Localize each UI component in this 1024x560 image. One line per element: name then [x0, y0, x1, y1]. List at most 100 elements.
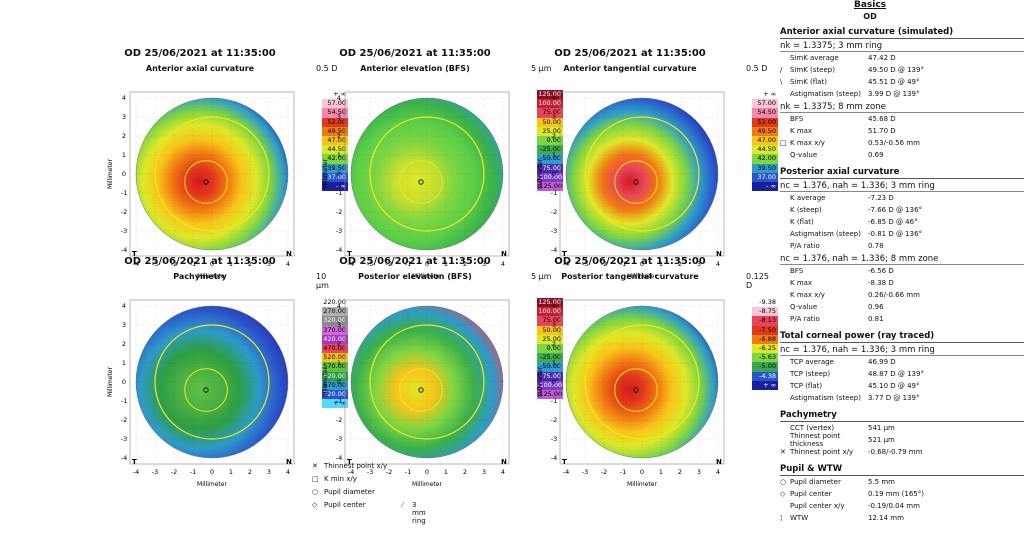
pupil-ring	[399, 368, 443, 412]
y-tick: -4	[121, 246, 127, 254]
param-value: 3.77 D @ 139°	[868, 394, 920, 402]
map-plot: -4 -3 -2 -1 0 1 2 3 4 4 3 2 1 0 -1 -2 -3 -4 Millimeter Mill…	[322, 91, 510, 280]
scale-step: + ∞	[322, 399, 348, 409]
param-label: SimK (flat)	[790, 78, 827, 86]
param-value: -7.23 D	[868, 194, 894, 202]
x-tick: -4	[133, 468, 139, 476]
x-tick: -3	[582, 468, 588, 476]
param-label: SimK (steep)	[790, 66, 835, 74]
scale-step: 42.00	[752, 154, 778, 164]
scale-step: 52.00	[322, 117, 348, 127]
param-label: Pupil diameter	[790, 478, 841, 486]
x-tick: 4	[501, 468, 505, 476]
param-label: BFS	[790, 267, 804, 275]
x-tick: 2	[678, 260, 682, 268]
param-row: / SimK (steep) 49.50 D @ 139°	[780, 64, 1024, 76]
map-subtitle: Posterior elevation (BFS)	[358, 272, 472, 281]
plot-frame	[344, 91, 510, 257]
x-tick: 4	[286, 260, 290, 268]
x-axis-label: Millimeter	[197, 273, 227, 280]
param-label: K max x/y	[790, 139, 825, 147]
scale-step: 44.50	[322, 145, 348, 155]
map-plot: -4 -3 -2 -1 0 1 2 3 4 4 3 2 1 0 -1 -2 -3 -4 Millimeter Mill…	[537, 299, 725, 488]
param-value: -0.19/0.04 mm	[868, 502, 920, 510]
corneal-map	[565, 305, 719, 459]
param-label: Thinnest point x/y	[790, 448, 854, 456]
ring-icon: ⁄	[402, 501, 404, 509]
plot-frame	[559, 91, 725, 257]
nasal-label: N	[716, 250, 722, 258]
param-value: 51.70 D	[868, 127, 896, 135]
param-label: Thinnest point thickness	[790, 432, 841, 448]
param-label: TCP average	[790, 358, 834, 366]
map-pachymetry: OD 25/06/2021 at 11:35:00 Pachymetry 10 …	[90, 256, 348, 506]
param-row: TCP (flat) 45.10 D @ 49°	[780, 380, 1024, 392]
y-tick: -3	[551, 227, 557, 235]
scale-step: -75.00	[537, 163, 563, 173]
temporal-label: T	[347, 458, 352, 466]
y-tick: -3	[551, 435, 557, 443]
scale-step: 49.50	[752, 126, 778, 136]
y-tick: -3	[336, 227, 342, 235]
y-tick: 1	[337, 151, 341, 159]
y-tick: 4	[337, 94, 341, 102]
param-value: 46.99 D	[868, 358, 896, 366]
row-symbol-icon: \	[780, 78, 783, 86]
scale-step: 370.00	[322, 325, 348, 335]
scale-step: + ∞	[752, 90, 778, 100]
param-label: K (flat)	[790, 218, 814, 226]
scale-step: -125.00	[537, 389, 563, 400]
pupil-center-marker	[633, 179, 639, 185]
x-tick: 3	[267, 468, 271, 476]
x-tick: -3	[367, 260, 373, 268]
corneal-map	[350, 97, 504, 251]
x-tick: 0	[640, 260, 644, 268]
color-scale: 220.00 270.00 320.00 370.00 420.00 470.00 520.…	[322, 298, 348, 409]
param-row: K (flat) -6.85 D @ 46°	[780, 216, 1024, 228]
param-value: 3.99 D @ 139°	[868, 90, 920, 98]
scale-step: -25.00	[537, 145, 563, 155]
map-plot: -4 -3 -2 -1 0 1 2 3 4 4 3 2 1 0 -1 -2 -3 -4 Millimeter Mill…	[107, 91, 295, 280]
y-tick: 2	[552, 340, 556, 348]
param-value: 45.10 D @ 49°	[868, 382, 920, 390]
param-value: 521 µm	[868, 436, 895, 444]
param-row: Thinnest point thickness 521 µm	[780, 432, 1024, 448]
scale-step: 44.50	[752, 145, 778, 155]
y-tick: -2	[121, 416, 127, 424]
param-label: Q-value	[790, 303, 818, 311]
scale-step: 620.00	[322, 371, 348, 381]
param-value: 0.19 mm (165°)	[868, 490, 924, 498]
y-axis-label: Millimeter	[537, 159, 544, 189]
param-label: K (steep)	[790, 206, 822, 214]
section-header: Pachymetry	[780, 404, 1024, 422]
section-header: Total corneal power (ray traced)	[780, 325, 1024, 343]
x-tick: 2	[248, 468, 252, 476]
nasal-label: N	[286, 250, 292, 258]
y-axis-label: Millimeter	[322, 159, 329, 189]
map-posterior-elevation: OD 25/06/2021 at 11:35:00 Posterior elev…	[305, 256, 563, 506]
section-subheader: nc = 1.376, nah = 1.336; 8 mm zone	[780, 252, 1024, 265]
param-row: Astigmatism (steep) -0.81 D @ 136°	[780, 228, 1024, 240]
x-axis-label: Millimeter	[412, 273, 442, 280]
y-tick: 4	[552, 302, 556, 310]
scale-step: 47.00	[322, 135, 348, 146]
x-tick: -1	[620, 260, 626, 268]
corneal-map	[135, 97, 289, 251]
scale-step: 39.50	[752, 163, 778, 173]
map-anterior-elevation: OD 25/06/2021 at 11:35:00 Anterior eleva…	[305, 48, 563, 298]
y-axis-label: Millimeter	[107, 159, 114, 189]
y-tick: -1	[336, 189, 342, 197]
ring-label: 3 mm ring	[412, 501, 426, 525]
section-header: Pupil & WTW	[780, 458, 1024, 476]
scale-step: 52.00	[752, 117, 778, 127]
y-tick: -4	[121, 454, 127, 462]
param-value: 5.5 mm	[868, 478, 895, 486]
y-tick: 3	[552, 321, 556, 329]
param-value: 0.96	[868, 303, 884, 311]
param-row: TCP (steep) 48.87 D @ 139°	[780, 368, 1024, 380]
x-tick: -1	[620, 468, 626, 476]
plot-frame	[559, 299, 725, 465]
y-tick: 0	[337, 378, 341, 386]
y-tick: 2	[122, 340, 126, 348]
param-row: BFS 45.68 D	[780, 113, 1024, 125]
